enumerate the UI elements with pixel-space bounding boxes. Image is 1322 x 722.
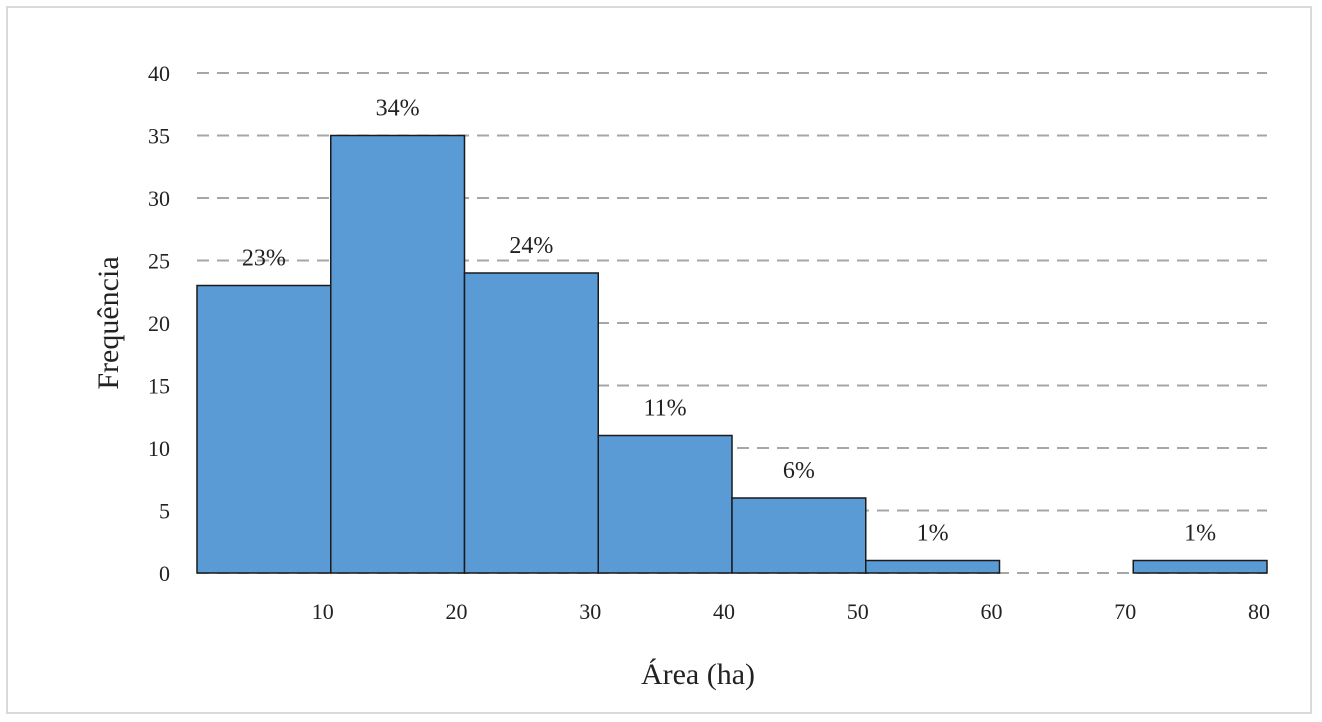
bar-labels: 23% 34% 24% 11% 6% 1% 1%: [242, 96, 1216, 547]
bar: [1132, 559, 1268, 574]
y-tick-label: 20: [148, 311, 170, 336]
bar: [865, 559, 1001, 574]
x-tick-label: 60: [981, 599, 1003, 624]
y-axis-title: Frequência: [92, 256, 125, 389]
x-tick-label: 30: [579, 599, 601, 624]
y-tick-label: 0: [159, 561, 170, 586]
x-tick-label: 70: [1114, 599, 1136, 624]
bar: [330, 134, 466, 574]
grid-lines: [197, 72, 1267, 574]
x-tick-label: 50: [847, 599, 869, 624]
bar-value-label: 23%: [242, 246, 286, 272]
bar: [731, 497, 867, 574]
bar-value-label: 24%: [509, 233, 553, 259]
bars: [196, 134, 1268, 574]
x-tick-label: 10: [312, 599, 334, 624]
bar-value-label: 1%: [1184, 521, 1216, 547]
x-axis-ticks: 10 20 30 40 50 60 70 80: [312, 599, 1270, 624]
y-axis-ticks: 0 5 10 15 20 25 30 35 40: [148, 61, 170, 586]
bar: [597, 434, 733, 574]
y-tick-label: 10: [148, 436, 170, 461]
y-tick-label: 15: [148, 374, 170, 399]
y-tick-label: 35: [148, 124, 170, 149]
y-tick-label: 40: [148, 61, 170, 86]
y-tick-label: 25: [148, 249, 170, 274]
x-axis-title: Área (ha): [641, 658, 755, 691]
y-tick-label: 5: [159, 499, 170, 524]
x-tick-label: 40: [713, 599, 735, 624]
bar-value-label: 11%: [644, 396, 687, 422]
bar-value-label: 6%: [783, 458, 815, 484]
x-tick-label: 20: [446, 599, 468, 624]
bar-value-label: 1%: [917, 521, 949, 547]
x-tick-label: 80: [1248, 599, 1270, 624]
y-tick-label: 30: [148, 186, 170, 211]
bar: [196, 284, 332, 574]
bar: [463, 272, 599, 574]
bar-value-label: 34%: [376, 96, 420, 122]
